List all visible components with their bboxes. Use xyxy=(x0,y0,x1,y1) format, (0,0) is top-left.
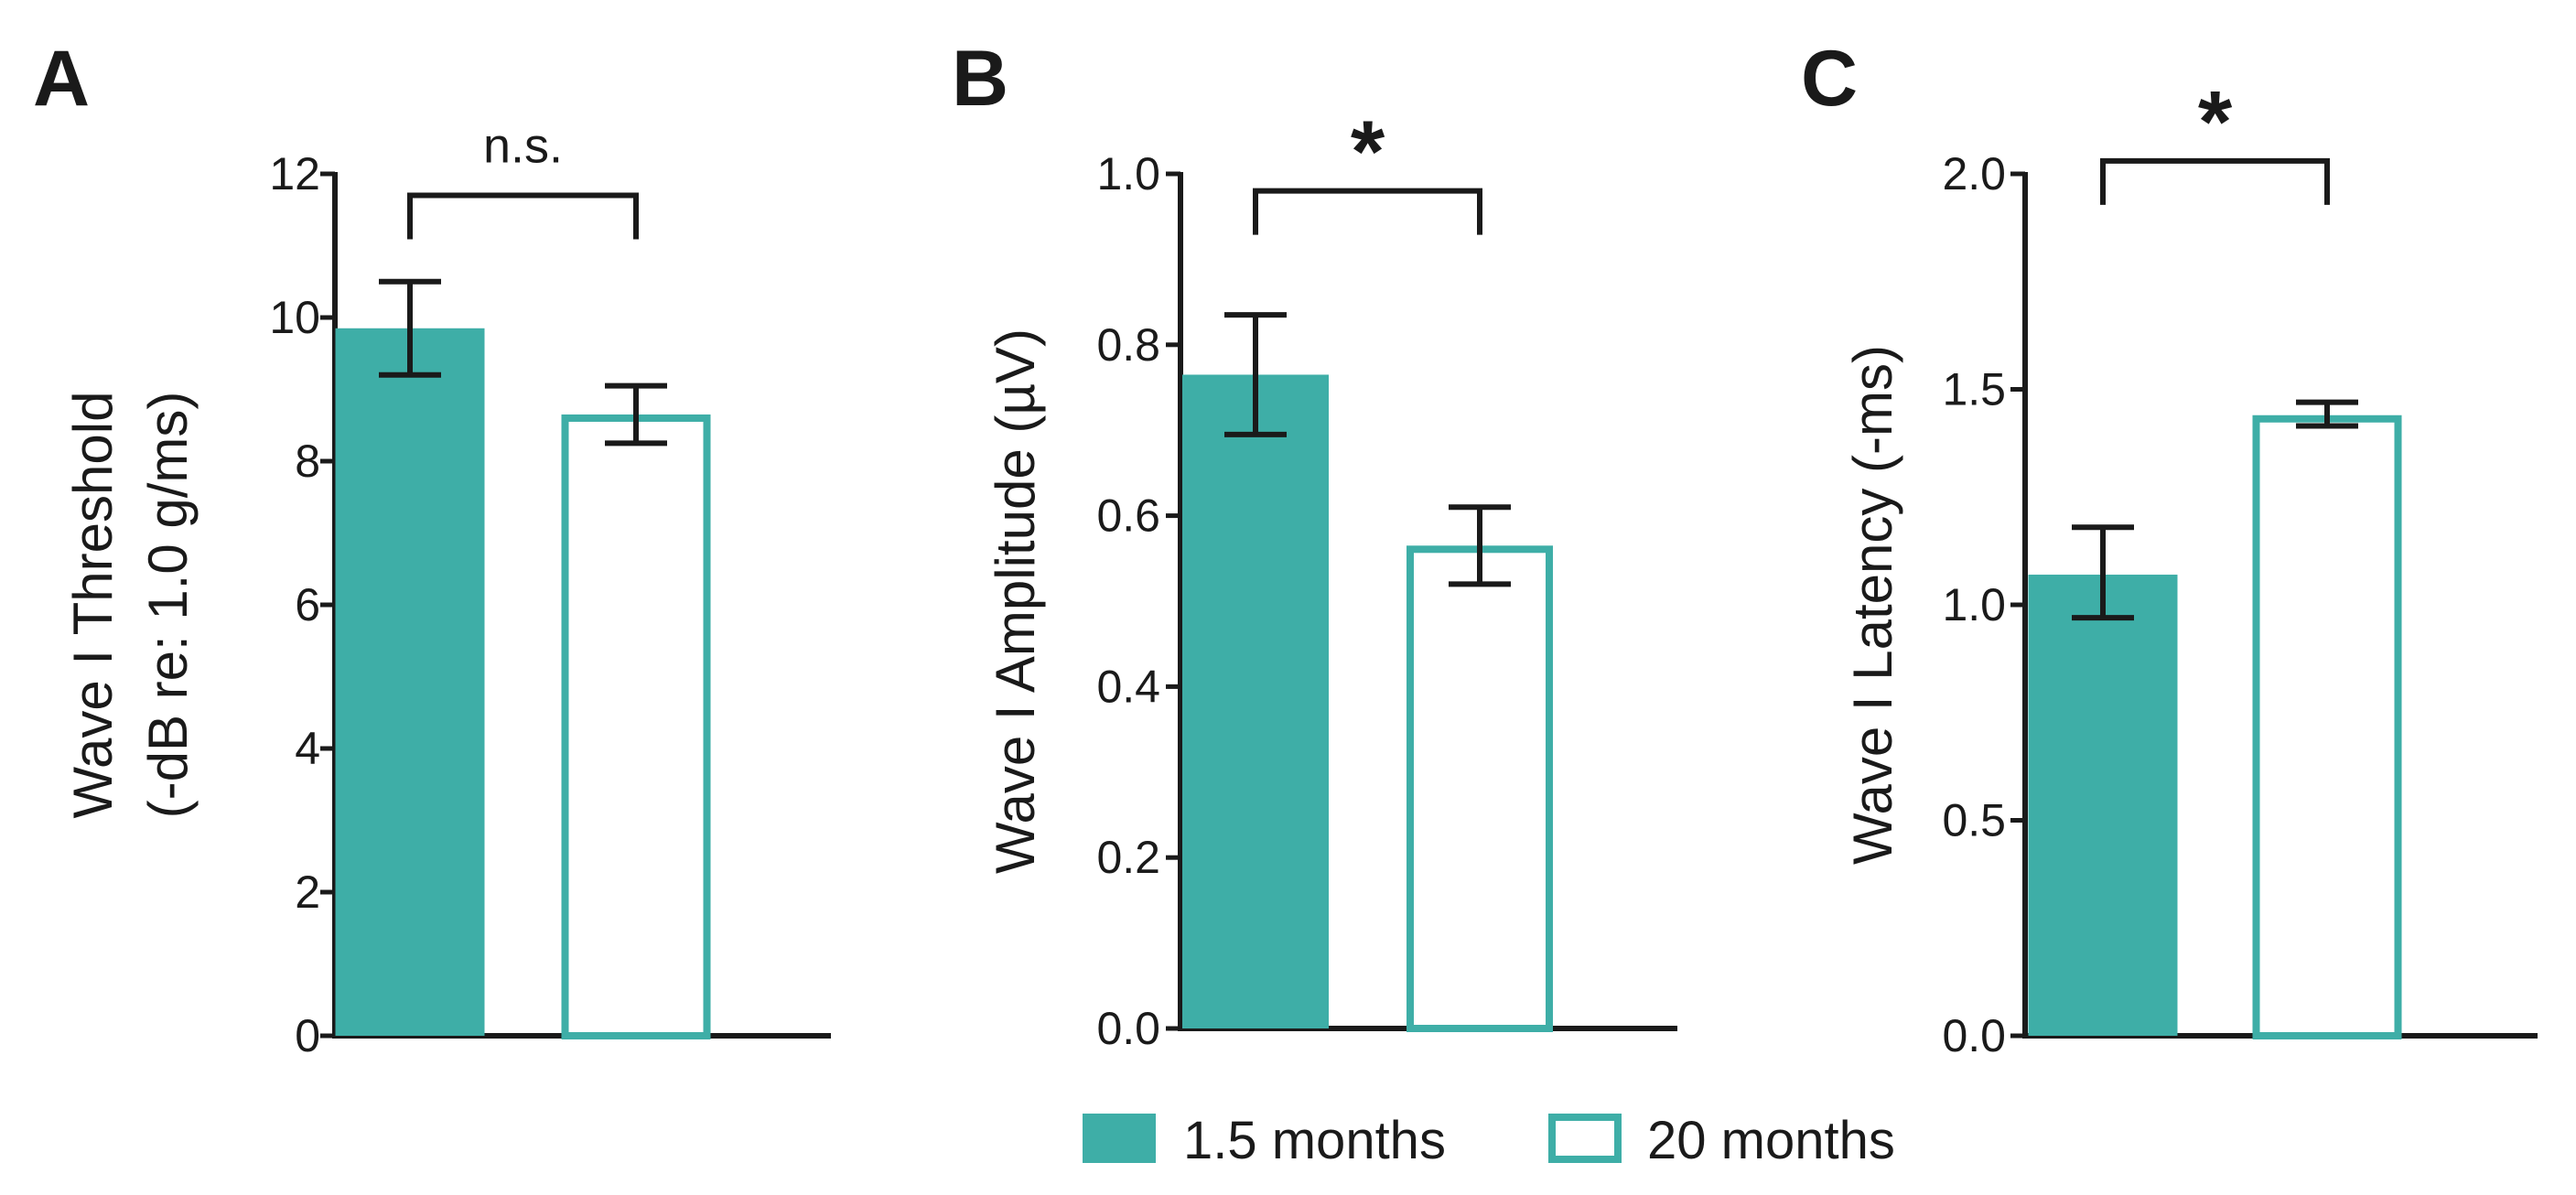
y-tick-label: 1.0 xyxy=(1096,148,1160,199)
panel-c: C Wave I Latency (-ms) 0.0 0.5 1.0 1.5 2.0 * xyxy=(1801,35,2538,1061)
y-tick-label: 12 xyxy=(269,148,320,199)
significance-label: n.s. xyxy=(483,119,563,174)
y-tick-label: 0.5 xyxy=(1942,795,2006,846)
y-tick-label: 0.4 xyxy=(1096,661,1160,712)
panel-a: A Wave I Threshold (-dB re: 1.0 g/ms) 0 2 4 6 8… xyxy=(33,35,831,1061)
y-tick-label: 2.0 xyxy=(1942,148,2006,199)
legend-label-1-5-months: 1.5 months xyxy=(1183,1111,1446,1170)
y-axis-title-line-1: Wave I Amplitude (µV) xyxy=(985,328,1046,874)
y-tick-label: 2 xyxy=(295,867,320,918)
bar-20-months xyxy=(1407,545,1553,1032)
error-bar xyxy=(2296,399,2358,429)
y-tick-label: 10 xyxy=(269,292,320,343)
y-tick-label: 8 xyxy=(295,436,320,487)
error-bar xyxy=(379,278,441,378)
bar-20-months xyxy=(561,414,711,1040)
significance-bracket xyxy=(2100,157,2330,205)
y-axis-title: Wave I Latency (-ms) xyxy=(1842,345,1903,865)
legend-label-20-months: 20 months xyxy=(1647,1111,1895,1170)
y-axis-title: Wave I Threshold (-dB re: 1.0 g/ms) xyxy=(62,392,199,819)
y-tick-label: 0 xyxy=(295,1010,320,1061)
panel-letter: A xyxy=(33,35,90,123)
bar-1-5-months xyxy=(2028,575,2178,1036)
panel-letter: B xyxy=(952,35,1008,123)
legend-swatch-open xyxy=(1548,1114,1622,1163)
error-bar xyxy=(605,382,667,447)
y-axis-title-line-1: Wave I Latency (-ms) xyxy=(1842,345,1903,865)
y-tick-label: 4 xyxy=(295,723,320,774)
panels: A Wave I Threshold (-dB re: 1.0 g/ms) 0 2 4 6 8… xyxy=(33,35,2538,1061)
panel-b: B Wave I Amplitude (µV) 0.0 0.2 0.4 0.6 0.8 1.0… xyxy=(952,35,1677,1054)
bar-1-5-months xyxy=(335,328,485,1036)
error-bar xyxy=(1449,504,1511,587)
y-tick-label: 0.0 xyxy=(1942,1010,2006,1061)
error-bar xyxy=(2072,524,2134,621)
bar-1-5-months xyxy=(1182,374,1329,1028)
y-tick-label: 0.0 xyxy=(1096,1003,1160,1054)
y-axis-title: Wave I Amplitude (µV) xyxy=(985,328,1046,874)
y-tick-label: 1.0 xyxy=(1942,579,2006,630)
y-axis-title-line-2: (-dB re: 1.0 g/ms) xyxy=(137,392,199,819)
y-tick-label: 6 xyxy=(295,579,320,630)
significance-bracket xyxy=(407,192,639,240)
error-bar xyxy=(1224,312,1287,437)
y-tick-label: 0.6 xyxy=(1096,490,1160,542)
legend: 1.5 months 20 months xyxy=(1083,1111,1895,1170)
panel-letter: C xyxy=(1801,35,1858,123)
significance-bracket xyxy=(1253,188,1482,235)
significance-label: * xyxy=(2198,73,2233,171)
legend-swatch-filled xyxy=(1083,1114,1156,1163)
y-tick-label: 1.5 xyxy=(1942,364,2006,415)
significance-label: * xyxy=(1351,103,1385,201)
y-tick-label: 0.8 xyxy=(1096,319,1160,371)
y-axis-title-line-1: Wave I Threshold xyxy=(62,392,124,819)
bar-20-months xyxy=(2252,414,2402,1039)
y-tick-label: 0.2 xyxy=(1096,832,1160,883)
